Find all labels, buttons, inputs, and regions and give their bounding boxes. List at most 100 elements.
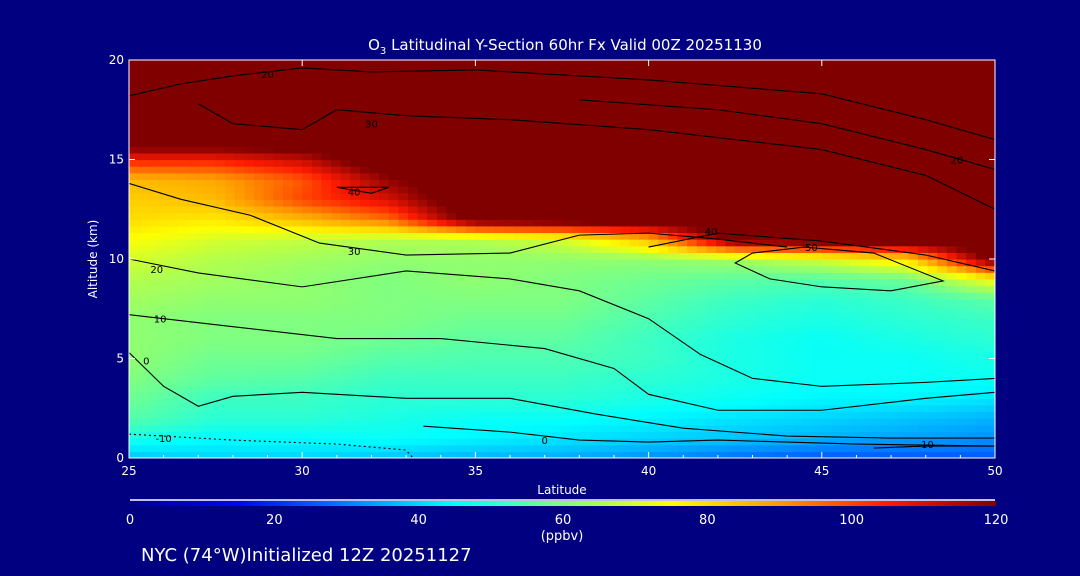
heat-cell bbox=[148, 411, 159, 419]
heat-cell bbox=[225, 351, 236, 360]
heat-cell bbox=[706, 305, 717, 313]
heat-cell bbox=[475, 345, 486, 353]
heat-cell bbox=[225, 285, 236, 293]
heat-cell bbox=[619, 126, 630, 134]
heat-cell bbox=[273, 232, 284, 240]
heat-cell bbox=[167, 252, 178, 260]
heat-cell bbox=[898, 292, 909, 300]
heat-cell bbox=[446, 93, 457, 101]
heat-cell bbox=[966, 371, 977, 379]
heat-cell bbox=[398, 166, 409, 174]
heat-cell bbox=[302, 438, 313, 446]
heat-cell bbox=[629, 385, 640, 393]
heat-cell bbox=[234, 404, 246, 413]
heat-cell bbox=[898, 411, 909, 419]
heat-cell bbox=[889, 285, 900, 293]
heat-cell bbox=[677, 212, 688, 220]
heat-cell bbox=[715, 126, 727, 134]
heat-cell bbox=[677, 106, 688, 114]
heat-cell bbox=[773, 278, 784, 287]
heat-cell bbox=[841, 272, 852, 280]
heat-cell bbox=[581, 404, 592, 413]
heat-cell bbox=[379, 418, 390, 426]
heat-cell bbox=[792, 152, 804, 161]
heat-cell bbox=[157, 385, 169, 393]
heat-cell bbox=[340, 159, 351, 167]
heat-cell bbox=[841, 378, 852, 386]
heat-cell bbox=[456, 99, 467, 108]
heat-cell bbox=[802, 305, 813, 313]
heat-cell bbox=[523, 192, 534, 200]
heat-cell bbox=[369, 438, 380, 446]
heat-cell bbox=[764, 212, 775, 220]
heat-cell bbox=[513, 199, 525, 207]
heat-cell bbox=[562, 106, 573, 114]
heat-cell bbox=[552, 318, 563, 326]
heat-cell bbox=[908, 259, 919, 267]
heat-cell bbox=[494, 424, 505, 433]
heat-cell bbox=[918, 252, 929, 260]
heat-cell bbox=[744, 259, 756, 267]
heat-cell bbox=[764, 278, 775, 287]
heat-cell bbox=[427, 444, 438, 452]
heat-cell bbox=[369, 325, 380, 333]
heat-cell bbox=[196, 106, 207, 114]
heat-cell bbox=[186, 385, 197, 393]
heat-cell bbox=[513, 444, 525, 452]
heat-cell bbox=[485, 331, 496, 340]
heat-cell bbox=[513, 385, 525, 393]
heat-cell bbox=[687, 199, 698, 207]
heat-cell bbox=[148, 199, 159, 207]
heat-cell bbox=[234, 192, 246, 200]
heat-cell bbox=[889, 205, 900, 214]
heat-cell bbox=[648, 272, 659, 280]
heat-cell bbox=[436, 431, 448, 439]
heat-cell bbox=[696, 305, 707, 313]
heat-cell bbox=[321, 438, 332, 446]
heat-cell bbox=[725, 358, 736, 366]
heat-cell bbox=[725, 152, 736, 161]
heat-cell bbox=[927, 172, 938, 180]
heat-cell bbox=[225, 411, 236, 419]
heat-cell bbox=[186, 106, 197, 114]
heat-cell bbox=[359, 365, 371, 373]
heat-cell bbox=[234, 418, 246, 426]
heat-cell bbox=[946, 212, 958, 220]
heat-cell bbox=[638, 365, 650, 373]
heat-cell bbox=[619, 444, 630, 452]
heat-cell bbox=[533, 278, 544, 287]
heat-cell bbox=[581, 205, 592, 214]
heat-cell bbox=[157, 404, 169, 413]
heat-cell bbox=[706, 179, 717, 187]
heat-cell bbox=[282, 365, 294, 373]
heat-cell bbox=[485, 139, 496, 147]
heat-cell bbox=[744, 391, 756, 399]
heat-cell bbox=[869, 99, 881, 108]
heat-cell bbox=[658, 371, 669, 379]
heat-cell bbox=[927, 186, 938, 194]
heat-cell bbox=[177, 139, 188, 147]
heat-cell bbox=[975, 404, 986, 413]
heat-cell bbox=[658, 106, 669, 114]
heat-cell bbox=[715, 358, 727, 366]
heat-cell bbox=[821, 219, 833, 227]
heat-cell bbox=[254, 179, 265, 187]
heat-cell bbox=[715, 325, 727, 333]
heat-cell bbox=[359, 126, 371, 134]
heat-cell bbox=[398, 132, 409, 141]
heat-cell bbox=[186, 152, 197, 161]
heat-cell bbox=[966, 318, 977, 326]
heat-cell bbox=[456, 418, 467, 426]
heat-cell bbox=[513, 378, 525, 386]
heat-cell bbox=[263, 285, 274, 293]
heat-cell bbox=[494, 345, 505, 353]
heat-cell bbox=[244, 338, 255, 346]
heat-cell bbox=[427, 245, 438, 253]
heat-cell bbox=[408, 305, 419, 313]
heat-cell bbox=[629, 411, 640, 419]
heat-cell bbox=[379, 225, 390, 234]
heat-cell bbox=[841, 444, 852, 452]
heat-cell bbox=[186, 444, 197, 452]
heat-cell bbox=[648, 192, 659, 200]
heat-cell bbox=[513, 119, 525, 127]
